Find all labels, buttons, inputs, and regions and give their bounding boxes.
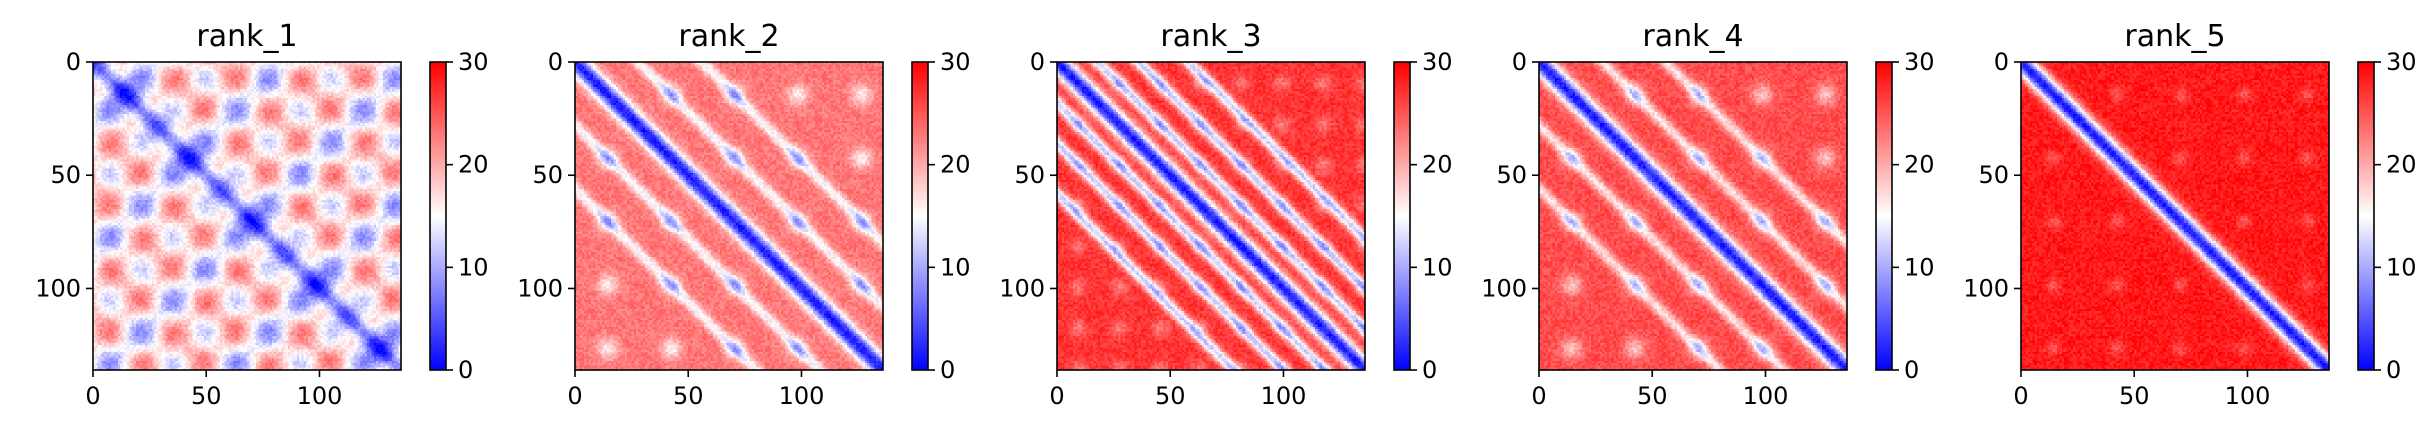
colorbar-tick-label: 20 xyxy=(2386,151,2417,179)
x-tick-label: 0 xyxy=(85,382,100,410)
plot-frame xyxy=(92,61,402,371)
x-tick-label: 100 xyxy=(2225,382,2271,410)
y-tick-label: 100 xyxy=(35,274,81,302)
colorbar-tick-label: 20 xyxy=(458,151,489,179)
colorbar-frame xyxy=(2357,61,2375,371)
x-tick-label: 100 xyxy=(1743,382,1789,410)
x-tick-label: 100 xyxy=(297,382,343,410)
colorbar-tick-label: 30 xyxy=(940,48,971,76)
x-tick-label: 0 xyxy=(1049,382,1064,410)
y-tick-label: 50 xyxy=(532,161,563,189)
y-tick-label: 0 xyxy=(66,48,81,76)
plot-frame xyxy=(1538,61,1848,371)
plot-frame xyxy=(574,61,884,371)
colorbar-tick-label: 20 xyxy=(1904,151,1935,179)
colorbar xyxy=(912,62,928,370)
heatmap-panel-3: rank_3 0 50 100 0 50 100 0 10 20 30 xyxy=(999,19,1452,410)
colorbar-tick-label: 20 xyxy=(940,151,971,179)
x-tick-label: 50 xyxy=(673,382,704,410)
colorbar-tick-label: 30 xyxy=(458,48,489,76)
y-tick-label: 100 xyxy=(1481,274,1527,302)
y-tick-label: 0 xyxy=(1030,48,1045,76)
colorbar-frame xyxy=(1875,61,1893,371)
y-tick-label: 50 xyxy=(1978,161,2009,189)
y-tick-label: 50 xyxy=(1014,161,1045,189)
colorbar-tick-label: 0 xyxy=(2386,356,2401,384)
colorbar-frame xyxy=(1393,61,1411,371)
colorbar-tick-label: 10 xyxy=(458,253,489,281)
colorbar-tick-label: 0 xyxy=(940,356,955,384)
colorbar xyxy=(1394,62,1410,370)
colorbar-tick-label: 0 xyxy=(1904,356,1919,384)
heatmap-image xyxy=(93,62,401,370)
colorbar-tick-label: 0 xyxy=(1422,356,1437,384)
colorbar-tick-label: 30 xyxy=(1904,48,1935,76)
x-tick-label: 100 xyxy=(779,382,825,410)
colorbar-tick-label: 30 xyxy=(2386,48,2417,76)
y-tick-label: 50 xyxy=(1496,161,1527,189)
panel-title: rank_3 xyxy=(1160,19,1261,54)
heatmap-image xyxy=(1539,62,1847,370)
heatmap-image xyxy=(1057,62,1365,370)
colorbar-tick-label: 20 xyxy=(1422,151,1453,179)
x-tick-label: 0 xyxy=(2013,382,2028,410)
y-tick-label: 100 xyxy=(1963,274,2009,302)
plot-frame xyxy=(1056,61,1366,371)
heatmap-panel-4: rank_4 0 50 100 0 50 100 0 10 20 30 xyxy=(1481,19,1934,410)
colorbar xyxy=(2358,62,2374,370)
colorbar xyxy=(1876,62,1892,370)
colorbar-tick-label: 10 xyxy=(1904,253,1935,281)
y-tick-label: 100 xyxy=(517,274,563,302)
colorbar-frame xyxy=(911,61,929,371)
heatmap-panel-1: rank_1 0 50 100 0 50 100 0 10 20 30 xyxy=(35,19,488,410)
x-tick-label: 0 xyxy=(1531,382,1546,410)
x-tick-label: 50 xyxy=(1637,382,1668,410)
x-tick-label: 100 xyxy=(1261,382,1307,410)
x-tick-label: 50 xyxy=(1155,382,1186,410)
colorbar-tick-label: 10 xyxy=(940,253,971,281)
heatmap-image xyxy=(2021,62,2329,370)
y-tick-label: 0 xyxy=(548,48,563,76)
heatmap-image xyxy=(575,62,883,370)
panel-title: rank_1 xyxy=(196,19,297,54)
heatmap-panel-5: rank_5 0 50 100 0 50 100 0 10 20 30 xyxy=(1963,19,2416,410)
y-tick-label: 50 xyxy=(50,161,81,189)
plot-frame xyxy=(2020,61,2330,371)
heatmap-panel-2: rank_2 0 50 100 0 50 100 0 10 20 30 xyxy=(517,19,970,410)
colorbar-tick-label: 10 xyxy=(1422,253,1453,281)
panel-title: rank_4 xyxy=(1642,19,1743,54)
x-tick-label: 50 xyxy=(2119,382,2150,410)
colorbar-tick-label: 30 xyxy=(1422,48,1453,76)
panel-title: rank_5 xyxy=(2124,19,2225,54)
colorbar-tick-label: 0 xyxy=(458,356,473,384)
colorbar xyxy=(430,62,446,370)
x-tick-label: 0 xyxy=(567,382,582,410)
panel-title: rank_2 xyxy=(678,19,779,54)
colorbar-frame xyxy=(429,61,447,371)
y-tick-label: 0 xyxy=(1994,48,2009,76)
x-tick-label: 50 xyxy=(191,382,222,410)
y-tick-label: 100 xyxy=(999,274,1045,302)
y-tick-label: 0 xyxy=(1512,48,1527,76)
colorbar-tick-label: 10 xyxy=(2386,253,2417,281)
